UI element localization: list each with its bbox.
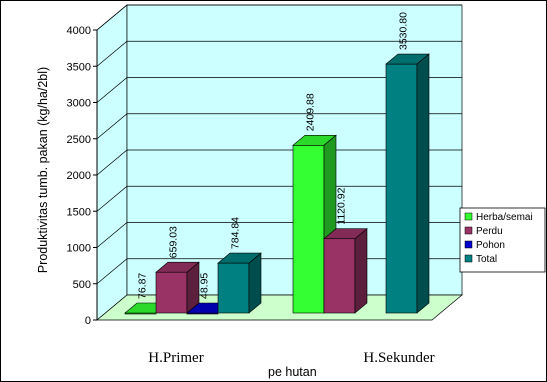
legend-label: Perdu [476, 226, 503, 237]
gridline [96, 149, 462, 176]
legend: Herba/semai Perdu Pohon Total [459, 207, 546, 273]
data-label: 1120.92 [336, 187, 348, 224]
y-tick-label: 2000 [67, 170, 91, 182]
x-axis-categories: H.Primer H.Sekunder [148, 350, 434, 366]
legend-swatch [464, 212, 473, 221]
gridline [96, 77, 462, 103]
y-tick-label: 0 [85, 315, 91, 327]
gridline [96, 113, 462, 140]
data-label: 3530.80 [398, 12, 410, 50]
legend-swatch [464, 240, 473, 249]
y-axis: 0 500 1000 1500 2000 2500 3000 3500 4000 [67, 25, 98, 327]
legend-label: Herba/semai [476, 212, 533, 223]
bar-side [248, 252, 262, 314]
y-tick-label: 3500 [67, 61, 91, 73]
data-labels: 76.87 659.03 48.95 784.84 2409.88 1120.92 3530… [137, 12, 410, 299]
data-label: 784.84 [230, 217, 242, 249]
gridline [96, 4, 462, 31]
category-label: H.Primer [148, 350, 203, 366]
bar-total-1 [385, 63, 418, 314]
y-tick-label: 1500 [67, 206, 91, 218]
bar-perdu-1 [323, 238, 356, 314]
y-axis-title: Produktivitas tumb. pakan (kg/ha/2bl) [36, 67, 50, 273]
bar-perdu-0 [155, 271, 188, 314]
bars [124, 53, 430, 315]
gridline [96, 185, 462, 212]
y-tick-label: 500 [73, 279, 91, 291]
legend-label: Total [476, 254, 497, 265]
legend-swatch [464, 254, 473, 263]
bar-herbasemai-1 [292, 144, 325, 314]
x-axis-title: pe hutan [268, 365, 317, 379]
legend-box [459, 207, 546, 273]
bar-side [354, 228, 368, 314]
data-label: 48.95 [199, 273, 211, 299]
bar-total-0 [217, 262, 250, 314]
category-label: H.Sekunder [363, 350, 434, 366]
legend-label: Pohon [476, 240, 505, 251]
y-tick-label: 2500 [67, 134, 91, 146]
data-label: 76.87 [137, 273, 149, 299]
y-tick-label: 1000 [67, 243, 91, 255]
gridline [96, 40, 462, 67]
data-label: 2409.88 [305, 93, 317, 131]
legend-swatch [464, 226, 473, 235]
y-tick-label: 4000 [67, 25, 91, 37]
data-label: 659.03 [168, 226, 180, 258]
gridline [96, 222, 462, 248]
bar-side [416, 53, 430, 314]
y-tick-label: 3000 [67, 98, 91, 110]
